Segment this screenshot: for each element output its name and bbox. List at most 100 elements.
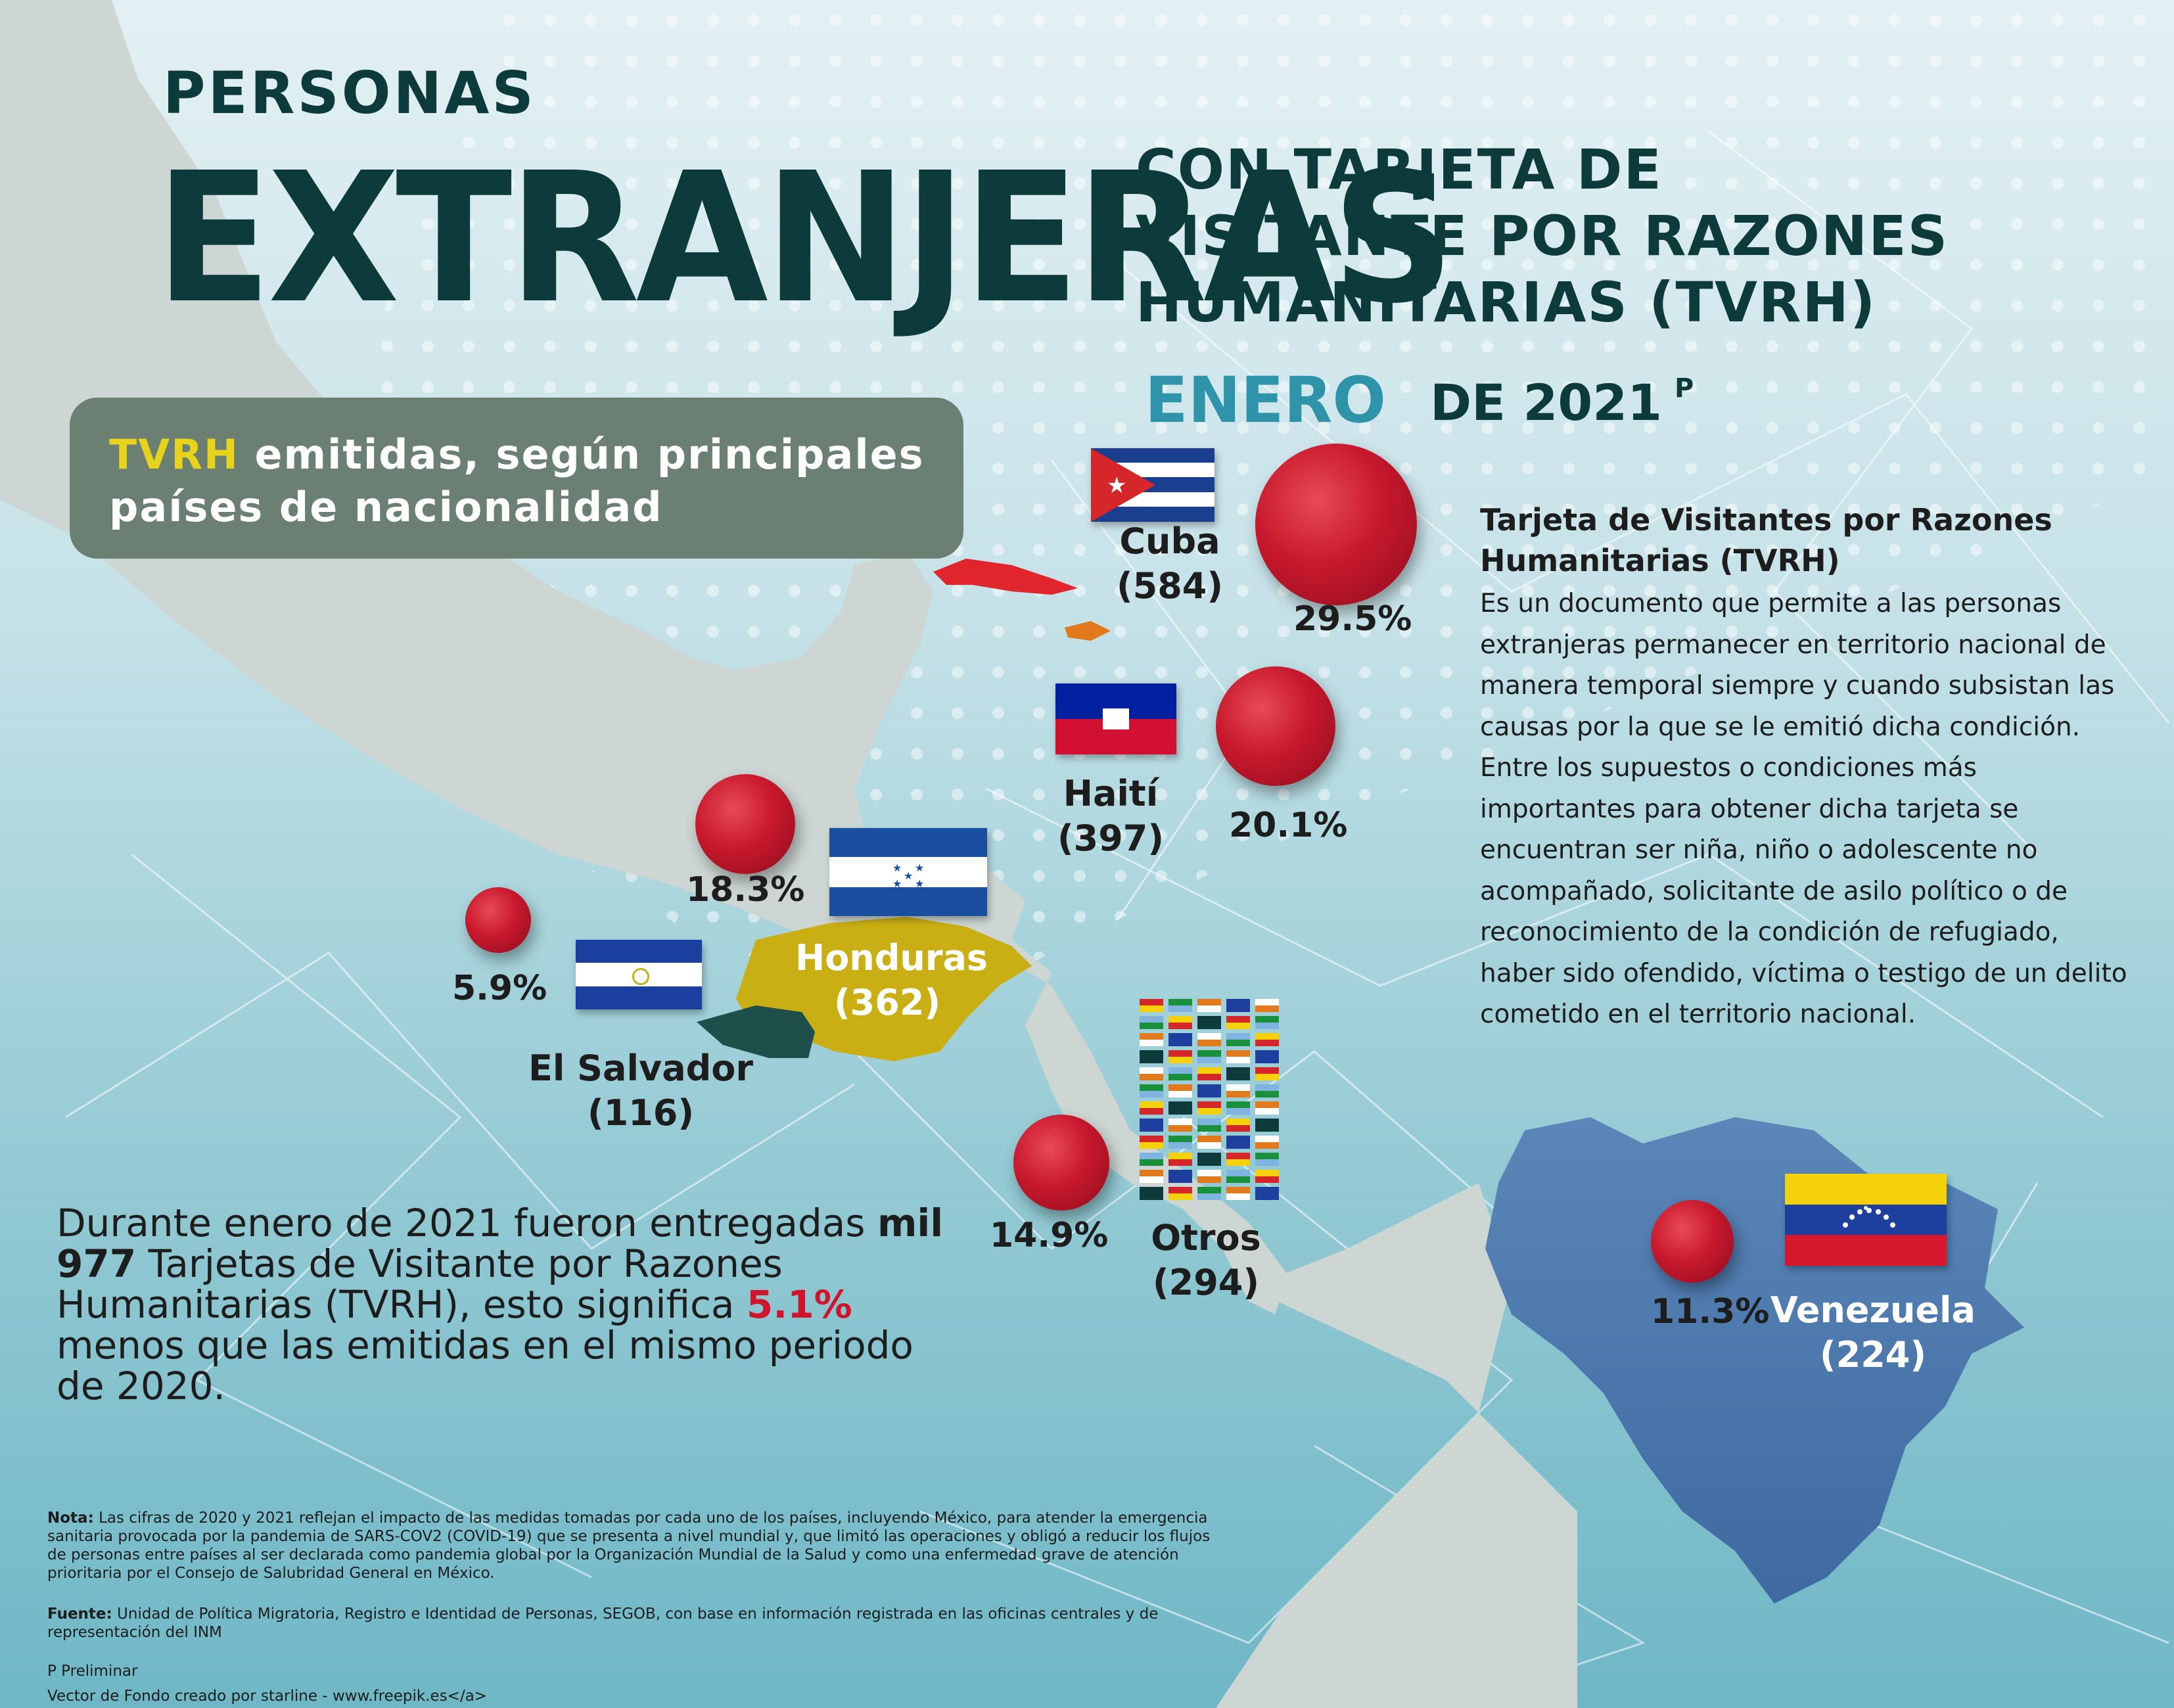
- el-salvador-map-shape: [697, 1005, 815, 1058]
- otros-count: (294): [1152, 1262, 1260, 1303]
- mini-flag: [1168, 1153, 1192, 1166]
- haiti-pct: 20.1%: [1229, 806, 1348, 845]
- mini-flag: [1197, 1136, 1221, 1149]
- mini-flag: [1140, 1153, 1163, 1166]
- otros-bubble: [1013, 1115, 1109, 1211]
- venezuela-bubble: [1651, 1200, 1734, 1283]
- mini-flag: [1140, 1067, 1163, 1080]
- mini-flag: [1255, 1084, 1279, 1097]
- mini-flag: [1140, 1084, 1163, 1097]
- mini-flag: [1255, 1153, 1279, 1166]
- venezuela-flag: [1785, 1174, 1947, 1266]
- mini-flag: [1168, 1016, 1192, 1029]
- mini-flag: [1226, 1084, 1250, 1097]
- honduras-pct: 18.3%: [686, 870, 805, 910]
- preliminary-superscript: P: [1675, 373, 1694, 404]
- haiti-map-shape: [1065, 621, 1111, 641]
- year-label: DE 2021: [1430, 373, 1662, 432]
- mini-flag: [1226, 1101, 1250, 1115]
- title-line-3c: HUMANITARIAS (TVRH): [1136, 270, 1877, 335]
- el-salvador-flag: [576, 940, 702, 1009]
- otros-pct: 14.9%: [990, 1216, 1109, 1255]
- mini-flag: [1226, 1119, 1250, 1132]
- title-line-1: PERSONAS: [163, 59, 536, 127]
- cuba-name: Cuba: [1119, 520, 1220, 562]
- mini-flag: [1255, 1170, 1279, 1183]
- mini-flag: [1168, 1119, 1192, 1132]
- mini-flag: [1197, 1016, 1221, 1029]
- cuba-count: (584): [1116, 565, 1224, 607]
- mini-flag: [1197, 1101, 1221, 1115]
- mini-flag: [1140, 1050, 1163, 1063]
- mini-flag: [1255, 1067, 1279, 1080]
- month-label: ENERO: [1145, 363, 1387, 437]
- note-text: Las cifras de 2020 y 2021 reflejan el im…: [47, 1510, 1211, 1582]
- otros-flags-grid: [1140, 999, 1279, 1200]
- mini-flag: [1255, 1050, 1279, 1063]
- el-salvador-label: El Salvador (116): [513, 1046, 769, 1136]
- mini-flag: [1197, 1153, 1221, 1166]
- mini-flag: [1226, 1153, 1250, 1166]
- mini-flag: [1255, 999, 1279, 1012]
- mini-flag: [1168, 1067, 1192, 1080]
- mini-flag: [1140, 1119, 1163, 1132]
- south-america-land: [1216, 1183, 1577, 1708]
- mini-flag: [1226, 999, 1250, 1012]
- mini-flag: [1168, 999, 1192, 1012]
- mini-flag: [1140, 1016, 1163, 1029]
- title-line-3b: VISITANTE POR RAZONES: [1136, 204, 1949, 268]
- haiti-name: Haití: [1063, 773, 1159, 814]
- otros-name: Otros: [1151, 1217, 1261, 1258]
- haiti-count: (397): [1057, 818, 1165, 859]
- definition-body: Es un documento que permite a las person…: [1480, 589, 2127, 1029]
- mini-flag: [1140, 1136, 1163, 1149]
- network-lines: [65, 130, 2170, 1708]
- subtitle: TVRH emitidas, según principales países …: [109, 428, 957, 534]
- svg-text:★: ★: [904, 869, 913, 882]
- haiti-flag: [1055, 683, 1176, 754]
- mini-flag: [1255, 1016, 1279, 1029]
- cuba-label: Cuba (584): [1091, 519, 1249, 609]
- subtitle-text: emitidas, según principales países de na…: [109, 430, 925, 531]
- mini-flag: [1255, 1033, 1279, 1046]
- source: Fuente: Unidad de Política Migratoria, R…: [47, 1605, 1224, 1642]
- title-line-2: EXTRANJERAS: [155, 135, 1454, 344]
- note: Nota: Las cifras de 2020 y 2021 reflejan…: [47, 1509, 1224, 1582]
- el-salvador-bubble: [465, 887, 531, 953]
- cuba-flag: ★: [1091, 448, 1214, 522]
- mini-flag: [1255, 1101, 1279, 1115]
- venezuela-stars: [1843, 1206, 1895, 1228]
- honduras-count: (362): [833, 982, 941, 1023]
- mini-flag: [1255, 1119, 1279, 1132]
- mini-flag: [1226, 1067, 1250, 1080]
- mini-flag: [1226, 1050, 1250, 1063]
- mini-flag: [1226, 1136, 1250, 1149]
- summary-text: Durante enero de 2021 fueron entregadas …: [57, 1203, 950, 1406]
- mini-flag: [1168, 1050, 1192, 1063]
- cuba-map-shape: [933, 559, 1078, 595]
- svg-text:★: ★: [892, 862, 902, 874]
- honduras-name: Honduras: [795, 937, 988, 979]
- mini-flag: [1140, 1170, 1163, 1183]
- mini-flag: [1168, 1136, 1192, 1149]
- mini-flag: [1255, 1187, 1279, 1200]
- otros-label: Otros (294): [1130, 1216, 1282, 1305]
- mini-flag: [1197, 1084, 1221, 1097]
- summary-change: 5.1%: [746, 1282, 852, 1327]
- mini-flag: [1226, 1187, 1250, 1200]
- mini-flag: [1197, 1170, 1221, 1183]
- summary-part-2: Tarjetas de Visitante por Razones Humani…: [57, 1241, 783, 1327]
- honduras-bubble: [695, 774, 795, 874]
- mini-flag: [1197, 1033, 1221, 1046]
- background-credit: Vector de Fondo creado por starline - ww…: [47, 1688, 488, 1705]
- title-line-3a: CON TARJETA DE: [1136, 137, 1663, 202]
- mini-flag: [1168, 1033, 1192, 1046]
- mini-flag: [1255, 1136, 1279, 1149]
- mini-flag: [1197, 1119, 1221, 1132]
- venezuela-pct: 11.3%: [1651, 1292, 1770, 1331]
- mini-flag: [1226, 1016, 1250, 1029]
- source-text: Unidad de Política Migratoria, Registro …: [47, 1605, 1159, 1641]
- mini-flag: [1197, 1050, 1221, 1063]
